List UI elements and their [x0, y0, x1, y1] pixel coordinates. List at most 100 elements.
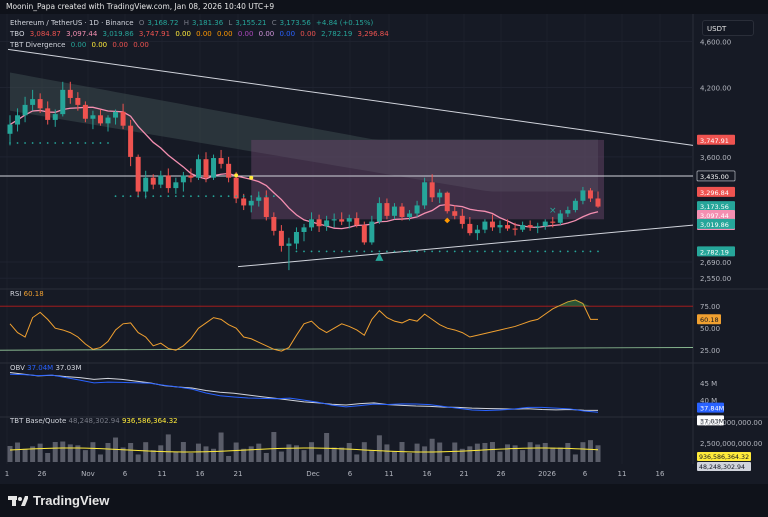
volume-bar — [233, 442, 239, 462]
support-dot — [386, 250, 388, 253]
tbt-base-line — [9, 447, 599, 453]
candle-body — [437, 192, 443, 198]
volume-bar — [203, 446, 209, 462]
volume-bar — [263, 452, 269, 462]
tradingview-logo[interactable]: TradingView — [8, 493, 109, 508]
cloud-band — [10, 72, 598, 192]
cross-marker: × — [549, 206, 557, 216]
volume-bar — [15, 442, 21, 462]
volume-bar — [550, 447, 556, 462]
candle-body — [248, 200, 254, 206]
tbt-divergence-label[interactable]: TBT Divergence — [10, 41, 66, 49]
support-dot — [370, 250, 373, 253]
volume-bar — [248, 446, 254, 462]
support-dot — [144, 195, 147, 198]
support-dot — [257, 195, 260, 198]
support-dot — [9, 142, 11, 144]
candle-body — [346, 218, 352, 222]
candle-body — [414, 205, 420, 214]
chart-area[interactable]: 4,600.00 4,200.00 3,600.00 2,690.00 2,550.00… — [0, 14, 768, 484]
candle-body — [407, 213, 413, 217]
candle-body — [143, 177, 149, 192]
support-dot — [559, 250, 562, 253]
volume-bar — [37, 443, 43, 462]
candle-body — [45, 108, 51, 120]
rsi-label[interactable]: RSI — [10, 290, 22, 298]
candle-body — [195, 159, 201, 178]
price-axis-label-text: 3,435.00 — [700, 173, 729, 181]
support-dot — [69, 142, 72, 144]
chart-canvas[interactable]: 4,600.00 4,200.00 3,600.00 2,690.00 2,550.00… — [0, 14, 768, 484]
tbo-label[interactable]: TBO — [10, 30, 25, 38]
price-axis-label — [697, 134, 735, 145]
support-dot — [363, 250, 366, 253]
candle-body — [316, 219, 322, 227]
support-dot — [348, 250, 351, 253]
price-tick-label: 4,600.00 — [700, 38, 731, 46]
tbt-base-value: 936,586,364.32 — [121, 417, 178, 425]
support-dot — [408, 250, 411, 253]
tbt-base-label[interactable]: TBT Base/Quote — [10, 417, 67, 425]
candle-body — [512, 228, 518, 230]
support-dot — [340, 250, 343, 253]
volume-bar — [195, 443, 201, 462]
support-dot — [122, 195, 124, 198]
footer: TradingView — [0, 484, 768, 517]
support-dot — [416, 250, 418, 253]
time-tick-label: 16 — [656, 470, 665, 478]
support-dot — [129, 195, 132, 198]
candle-body — [113, 111, 119, 118]
volume-bar — [105, 442, 111, 462]
time-tick-label: 26 — [38, 470, 47, 478]
volume-bar — [467, 446, 473, 462]
support-dot — [54, 142, 57, 144]
support-dot — [137, 195, 140, 198]
candle-body — [226, 163, 232, 178]
price-axis-label-text: 3,296.84 — [700, 189, 729, 197]
support-dot — [461, 250, 464, 253]
tbt-value-label — [697, 452, 751, 461]
candle-body — [354, 218, 360, 226]
candle-body — [520, 225, 526, 230]
obv-value-dim: 37.04M — [27, 364, 54, 372]
obv-line — [9, 373, 599, 413]
candle-body — [233, 177, 239, 199]
volume-bar — [520, 450, 526, 462]
support-dot — [250, 195, 253, 198]
currency-button[interactable]: USDT — [702, 20, 754, 36]
candle-body — [565, 210, 571, 214]
volume-bar — [278, 451, 284, 462]
obv-value-label — [697, 402, 724, 413]
volume-bar — [286, 444, 292, 462]
obv-tick-label: 45 M — [700, 380, 717, 388]
candle-body — [90, 115, 96, 119]
volume-bar — [143, 442, 149, 462]
rsi-value-label-text: 60.18 — [700, 316, 719, 324]
support-dot — [393, 250, 396, 253]
candle-body — [218, 158, 224, 164]
obv-label[interactable]: OBV — [10, 364, 25, 372]
price-tick-label: 2,550.00 — [700, 275, 731, 283]
support-dot — [514, 250, 516, 253]
volume-bar — [557, 447, 563, 462]
candle-body — [263, 197, 269, 217]
time-tick-label: 11 — [385, 470, 394, 478]
support-dot — [468, 250, 471, 253]
candle-body — [557, 213, 563, 223]
time-tick-label: 6 — [583, 470, 588, 478]
candle-body — [173, 182, 179, 189]
volume-bar — [211, 448, 217, 462]
volume-bar — [226, 455, 232, 462]
candle-body — [542, 221, 548, 227]
support-dot — [235, 195, 238, 198]
support-dot — [551, 250, 554, 253]
support-dot — [453, 250, 456, 253]
volume-bar — [572, 454, 578, 462]
support-dot — [272, 195, 275, 198]
candle-body — [497, 225, 503, 228]
tbt-value-label-text: 48,248,302.94 — [699, 464, 745, 471]
symbol-name[interactable]: Ethereum / TetherUS · 1D · Binance — [10, 19, 134, 27]
volume-bar — [52, 442, 58, 462]
support-dot — [506, 250, 509, 253]
volume-bar — [505, 444, 511, 462]
